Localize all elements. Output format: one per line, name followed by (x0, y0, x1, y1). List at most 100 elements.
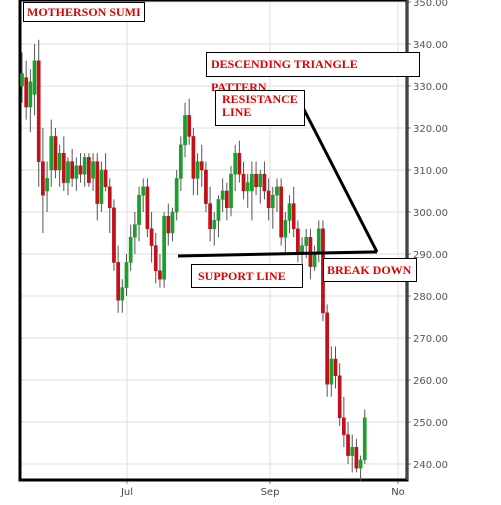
candle-up (245, 182, 250, 192)
candle-up (183, 115, 187, 146)
x-tick-labels: Jul Sep No (120, 487, 405, 498)
candle-up (329, 358, 334, 385)
candle-up (170, 211, 175, 234)
y-tick-label: 240.00 (413, 460, 448, 471)
candle-up (20, 73, 24, 87)
candle-up (28, 81, 33, 108)
candle-up (174, 178, 179, 213)
candle-down (158, 270, 162, 280)
candle-up (283, 220, 288, 238)
candle-down (95, 161, 100, 204)
candle-down (224, 190, 229, 209)
candle-up (45, 178, 49, 192)
candle-up (250, 173, 254, 192)
candle-up (74, 165, 79, 179)
y-tick-label: 340.00 (413, 40, 448, 51)
y-tick-label: 310.00 (413, 166, 448, 177)
candle-up (287, 203, 292, 221)
candle-down (199, 161, 204, 171)
y-tick-label: 280.00 (413, 292, 448, 303)
candle-down (241, 173, 246, 192)
resistance-line (299, 102, 379, 253)
candle-up (270, 194, 275, 209)
candle-up (66, 161, 70, 183)
y-tick-label: 250.00 (413, 418, 448, 429)
y-tick-label: 330.00 (413, 82, 448, 93)
y-tick-label: 350.00 (413, 0, 448, 9)
candle-down (337, 375, 342, 419)
candle-down (107, 186, 112, 209)
candle-down (112, 207, 116, 263)
candle-up (32, 60, 37, 95)
candle-up (312, 253, 317, 267)
support-line (177, 250, 378, 258)
x-tick-label: Sep (261, 487, 280, 498)
candle-down (291, 203, 296, 230)
support-annotation: SUPPORT LINE (191, 264, 303, 288)
candle-down (53, 136, 58, 171)
candle-down (237, 152, 242, 175)
candle-up (275, 186, 279, 196)
candle-down (333, 358, 338, 377)
candle-down (87, 157, 91, 183)
candle-up (304, 236, 309, 246)
candle-up (99, 169, 104, 204)
candle-up (229, 173, 233, 209)
candle-down (24, 77, 29, 108)
candle-up (216, 199, 221, 221)
candle-up (258, 173, 263, 188)
y-tick-label: 290.00 (413, 250, 448, 261)
breakdown-annotation: BREAK DOWN (323, 258, 417, 282)
y-tick-label: 320.00 (413, 124, 448, 135)
candle-up (120, 287, 125, 301)
candles (20, 39, 367, 481)
candle-up (133, 224, 137, 238)
candle-up (358, 459, 363, 469)
candle-down (61, 152, 66, 183)
candle-up (137, 194, 141, 225)
candle-down (354, 446, 359, 469)
candle-up (178, 144, 183, 179)
candle-up (128, 236, 133, 263)
y-tick-label: 270.00 (413, 334, 448, 345)
candle-down (279, 186, 284, 238)
candle-down (145, 186, 150, 230)
candle-down (208, 203, 212, 230)
candle-up (212, 220, 217, 230)
candle-down (103, 169, 108, 188)
candle-down (262, 173, 267, 192)
candle-down (204, 169, 208, 204)
candle-down (70, 161, 75, 179)
candle-down (166, 215, 171, 234)
candle-up (350, 446, 355, 456)
candle-up (316, 228, 321, 255)
candle-down (153, 245, 158, 272)
candle-up (233, 152, 238, 175)
resistance-annotation: RESISTANCE LINE (215, 90, 305, 126)
candle-down (296, 228, 300, 255)
candle-down (41, 161, 45, 196)
candle-down (325, 312, 329, 385)
candle-up (91, 161, 95, 179)
pattern-annotation: DESCENDING TRIANGLE PATTERN (206, 52, 420, 94)
x-tick-label: No (391, 487, 405, 498)
trend-lines (177, 102, 379, 258)
candle-down (191, 136, 196, 179)
candle-up (220, 190, 225, 200)
candle-up (49, 136, 54, 171)
candle-up (362, 417, 367, 461)
chart-title: MOTHERSON SUMI (23, 2, 145, 22)
candle-down (346, 434, 350, 456)
candle-up (162, 215, 166, 280)
candle-down (266, 190, 271, 209)
y-tick-label: 260.00 (413, 376, 448, 387)
candle-up (82, 157, 87, 175)
candle-up (195, 161, 200, 179)
x-tick-label: Jul (120, 487, 133, 498)
candle-down (254, 173, 258, 188)
candle-up (124, 262, 129, 288)
y-tick-label: 300.00 (413, 208, 448, 219)
candle-down (116, 262, 120, 301)
candle-up (57, 152, 62, 171)
candle-down (149, 228, 154, 246)
